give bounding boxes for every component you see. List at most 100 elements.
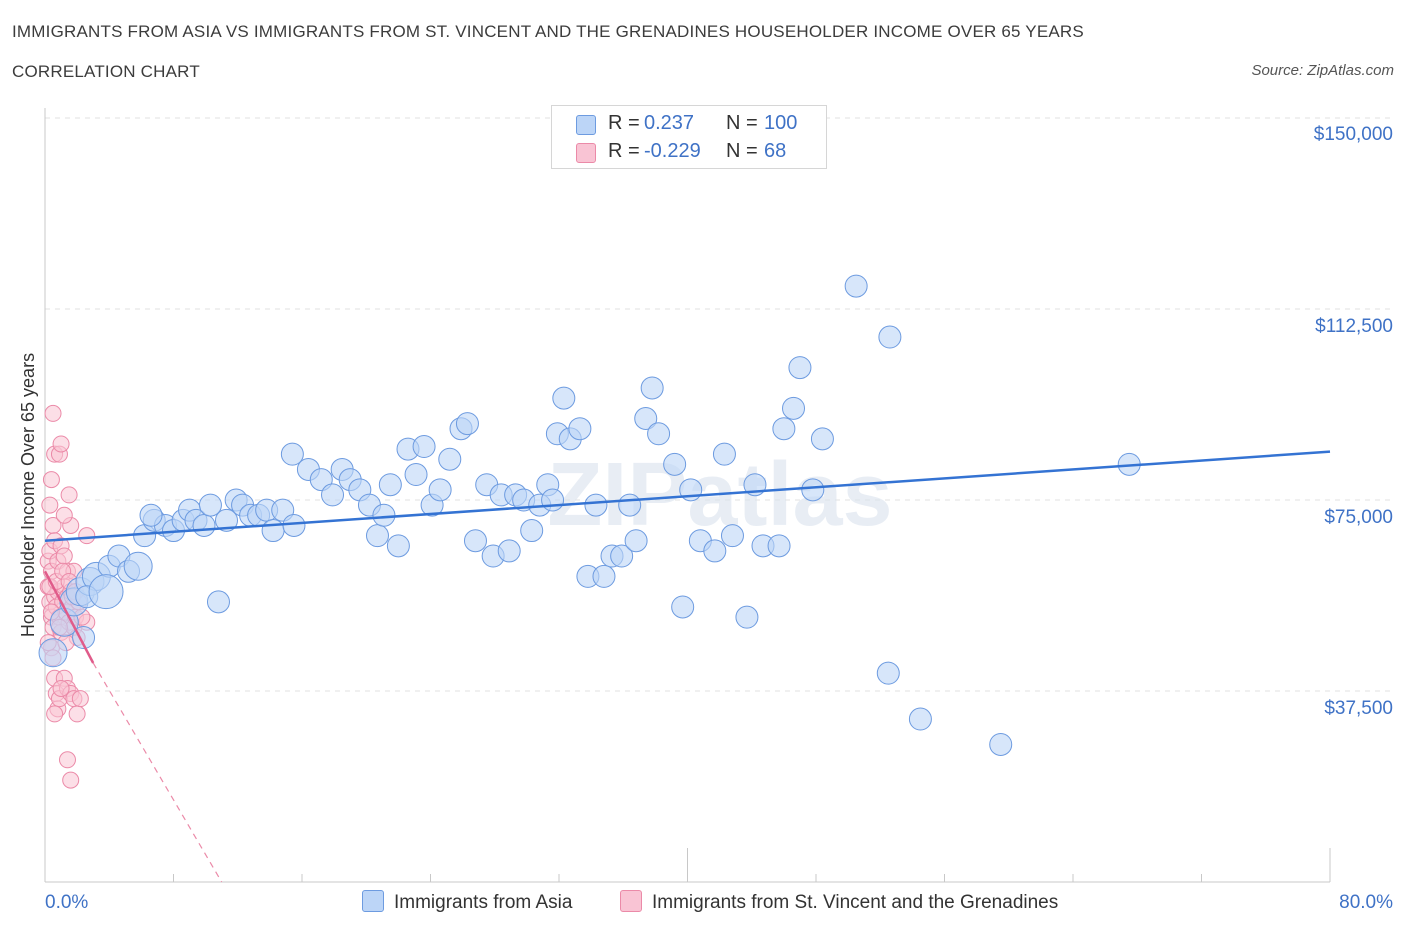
blue-data-point <box>624 529 648 553</box>
blue-series <box>38 274 1141 756</box>
blue-data-point <box>876 661 900 685</box>
legend-r-value: 0.237 <box>644 112 695 134</box>
x-tick-label: 80.0% <box>1339 892 1393 913</box>
pink-data-point <box>52 435 70 453</box>
pink-data-point <box>60 486 78 504</box>
blue-data-point <box>206 590 230 614</box>
blue-data-point <box>378 473 402 497</box>
blue-data-point <box>463 529 487 553</box>
y-tick-label: $150,000 <box>1314 124 1393 145</box>
blue-data-point <box>412 435 436 459</box>
pink-trend-extension <box>92 662 223 883</box>
pink-trend-line <box>43 570 95 664</box>
pink-data-point <box>52 679 70 697</box>
pink-data-point <box>62 771 80 789</box>
blue-data-point <box>198 493 222 517</box>
blue-data-point <box>908 707 932 731</box>
blue-data-point <box>801 478 825 502</box>
blue-data-point <box>844 274 868 298</box>
blue-data-point <box>541 488 565 512</box>
blue-data-point <box>280 442 304 466</box>
pink-data-point <box>55 506 73 524</box>
blue-data-point <box>782 396 806 420</box>
trend-lines <box>43 450 1331 883</box>
blue-data-point <box>810 427 834 451</box>
pink-data-point <box>46 705 64 723</box>
blue-data-point <box>788 356 812 380</box>
blue-data-point <box>386 534 410 558</box>
y-tick-label: $75,000 <box>1324 507 1393 528</box>
blue-data-point <box>38 638 68 668</box>
pink-data-point <box>58 751 76 769</box>
bottom-legend-label-svg: Immigrants from St. Vincent and the Gren… <box>652 892 1059 913</box>
gridlines <box>45 117 1390 692</box>
blue-data-point <box>720 524 744 548</box>
blue-data-point <box>989 732 1013 756</box>
blue-data-point <box>618 493 642 517</box>
y-tick-label: $37,500 <box>1324 698 1393 719</box>
blue-data-point <box>640 376 664 400</box>
blue-data-point <box>372 503 396 527</box>
correlation-legend: R = 0.237 N = 100 R = -0.229 N = 68 <box>551 105 827 169</box>
source-label: Source: ZipAtlas.com <box>1251 62 1394 79</box>
blue-data-point <box>735 605 759 629</box>
blue-data-point <box>88 574 124 610</box>
legend-n-label: N = <box>726 140 758 162</box>
pink-data-point <box>71 690 89 708</box>
bottom-legend-label-asia: Immigrants from Asia <box>394 892 573 913</box>
blue-data-point <box>663 452 687 476</box>
legend-n-value: 100 <box>764 112 798 134</box>
axes <box>44 108 1331 883</box>
bottom-legend-asia: Immigrants from Asia <box>362 890 572 914</box>
blue-data-point <box>282 513 306 537</box>
pink-data-point <box>42 471 60 489</box>
blue-data-point <box>772 417 796 441</box>
blue-data-point <box>584 493 608 517</box>
blue-data-point <box>139 503 163 527</box>
blue-data-point <box>365 524 389 548</box>
pink-data-point <box>55 547 73 565</box>
legend-r-label: R = <box>608 112 640 134</box>
bottom-legend-swatch-pink <box>620 890 642 912</box>
legend-r-label: R = <box>608 140 640 162</box>
legend-n-value: 68 <box>764 140 787 162</box>
blue-data-point <box>192 513 216 537</box>
legend-n-label: N = <box>726 112 758 134</box>
blue-data-point <box>123 551 153 581</box>
chart-title: IMMIGRANTS FROM ASIA VS IMMIGRANTS FROM … <box>12 22 1084 41</box>
blue-data-point <box>568 417 592 441</box>
blue-data-point <box>671 595 695 619</box>
blue-data-point <box>552 386 576 410</box>
blue-data-point <box>428 478 452 502</box>
blue-data-point <box>215 508 239 532</box>
y-tick-label: $112,500 <box>1315 316 1393 337</box>
blue-data-point <box>878 325 902 349</box>
pink-data-point <box>68 705 86 723</box>
legend-r-value: -0.229 <box>644 140 701 162</box>
blue-data-point <box>455 412 479 436</box>
blue-data-point <box>703 539 727 563</box>
blue-data-point <box>712 442 736 466</box>
blue-trend-line <box>44 450 1331 542</box>
legend-swatch-pink <box>576 143 596 163</box>
blue-data-point <box>321 483 345 507</box>
legend-swatch-blue <box>576 115 596 135</box>
blue-data-point <box>647 422 671 446</box>
pink-data-point <box>44 404 62 422</box>
bottom-legend-svg: Immigrants from St. Vincent and the Gren… <box>620 890 1058 914</box>
blue-data-point <box>497 539 521 563</box>
axis-labels: $37,500 $75,000 $112,500 $150,000 0.0% 80.0% H… <box>18 124 1393 913</box>
blue-data-point <box>438 447 462 471</box>
bottom-legend-swatch-blue <box>362 890 384 912</box>
blue-data-point <box>261 519 285 543</box>
blue-data-point <box>634 407 658 431</box>
blue-data-point <box>767 534 791 558</box>
y-axis-label: Householder Income Over 65 years <box>18 353 38 637</box>
blue-data-point <box>592 564 616 588</box>
pink-data-point <box>78 527 96 545</box>
blue-data-point <box>610 544 634 568</box>
x-tick-label: 0.0% <box>45 892 88 913</box>
pink-data-point <box>41 496 59 514</box>
chart-subtitle: CORRELATION CHART <box>12 62 200 81</box>
